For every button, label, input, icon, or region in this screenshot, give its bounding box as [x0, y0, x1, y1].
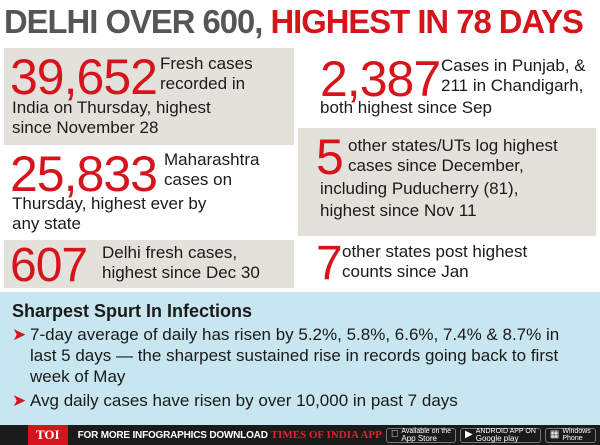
- google-play-text: Google play: [468, 433, 519, 443]
- footer-download-text: FOR MORE INFOGRAPHICS DOWNLOAD: [77, 429, 268, 441]
- arrow-right-icon: ➤: [12, 391, 27, 410]
- stat-text-line: any state: [12, 214, 81, 233]
- headline-part-gray: DELHI OVER 600,: [3, 3, 263, 40]
- stat-text-line: other states post highest: [342, 242, 528, 261]
- windows-text: Phone: [554, 435, 582, 442]
- app-store-badge[interactable]:  Available on the App Store: [385, 427, 457, 443]
- footer-bar: TOI FOR MORE INFOGRAPHICS DOWNLOAD TIMES…: [0, 425, 600, 445]
- stat-other-states-january: 7 other states post highest counts since…: [298, 238, 596, 288]
- stat-text-line: cases since December,: [348, 156, 524, 175]
- stat-text-line: Delhi fresh cases,: [102, 243, 238, 262]
- windows-phone-badge[interactable]: ▦ Windows Phone: [542, 427, 596, 443]
- stat-delhi-cases: 607 Delhi fresh cases, highest since Dec…: [4, 240, 294, 288]
- app-store-text: App Store: [393, 433, 437, 443]
- stat-text-line: Cases in Punjab, &: [441, 56, 586, 75]
- toi-app-brand: TIMES OF INDIA APP: [270, 429, 382, 441]
- stat-text-line: Fresh cases: [160, 54, 253, 73]
- spurt-bullet-text: 7-day average of daily has risen by 5.2%…: [30, 325, 560, 386]
- stat-text-line: both highest since Sep: [320, 98, 493, 117]
- stat-number: 7: [316, 238, 343, 288]
- stat-india-fresh-cases: 39,652 Fresh cases recorded in India on …: [4, 48, 294, 145]
- stat-punjab-cases: 2,387 Cases in Punjab, & 211 in Chandiga…: [298, 48, 596, 126]
- stat-text-line: other states/UTs log highest: [348, 136, 558, 155]
- stat-text-line: counts since Jan: [342, 262, 469, 281]
- stat-other-states-december: 5 other states/UTs log highest cases sin…: [298, 128, 596, 236]
- apple-icon: : [391, 430, 399, 440]
- stat-text-line: India on Thursday, highest: [12, 98, 211, 117]
- stats-grid: 39,652 Fresh cases recorded in India on …: [0, 44, 600, 290]
- headline: DELHI OVER 600, HIGHEST IN 78 DAYS: [0, 0, 596, 44]
- windows-small-text: Windows: [554, 428, 590, 435]
- windows-icon: ▦: [542, 429, 559, 440]
- spurt-bullet: ➤ 7-day average of daily has risen by 5.…: [12, 324, 600, 387]
- toi-logo: TOI: [28, 425, 68, 445]
- stat-text-line: recorded in: [160, 74, 246, 93]
- stat-number: 2,387: [320, 51, 441, 107]
- arrow-right-icon: ➤: [12, 325, 27, 344]
- stat-number: 25,833: [10, 147, 158, 202]
- stat-text-line: highest since Dec 30: [102, 263, 260, 282]
- stat-text-line: since November 28: [12, 118, 159, 137]
- stat-text-line: cases on: [164, 170, 233, 189]
- google-play-small-text: ANDROID APP ON: [468, 427, 536, 435]
- stat-maharashtra-cases: 25,833 Maharashtra cases on Thursday, hi…: [4, 147, 294, 238]
- app-store-small-text: Available on the: [393, 427, 451, 435]
- spurt-heading: Sharpest Spurt In Infections: [12, 301, 253, 321]
- stat-number: 5: [316, 129, 344, 185]
- stat-text-line: including Puducherry (81),: [320, 179, 519, 198]
- play-icon: ▶: [457, 429, 473, 440]
- stat-number: 607: [10, 240, 88, 289]
- stat-text-line: highest since Nov 11: [320, 201, 477, 220]
- stat-text-line: Thursday, highest ever by: [12, 194, 207, 213]
- sharpest-spurt-panel: Sharpest Spurt In Infections ➤ 7-day ave…: [0, 292, 600, 425]
- stat-number: 39,652: [10, 49, 158, 105]
- google-play-badge[interactable]: ▶ ANDROID APP ON Google play: [457, 427, 541, 443]
- headline-part-red: HIGHEST IN 78 DAYS: [270, 3, 583, 40]
- stat-text-line: 211 in Chandigarh,: [441, 76, 584, 95]
- stat-text-line: Maharashtra: [164, 150, 260, 169]
- spurt-bullet-text: Avg daily cases have risen by over 10,00…: [30, 391, 458, 410]
- spurt-bullet: ➤ Avg daily cases have risen by over 10,…: [12, 390, 600, 411]
